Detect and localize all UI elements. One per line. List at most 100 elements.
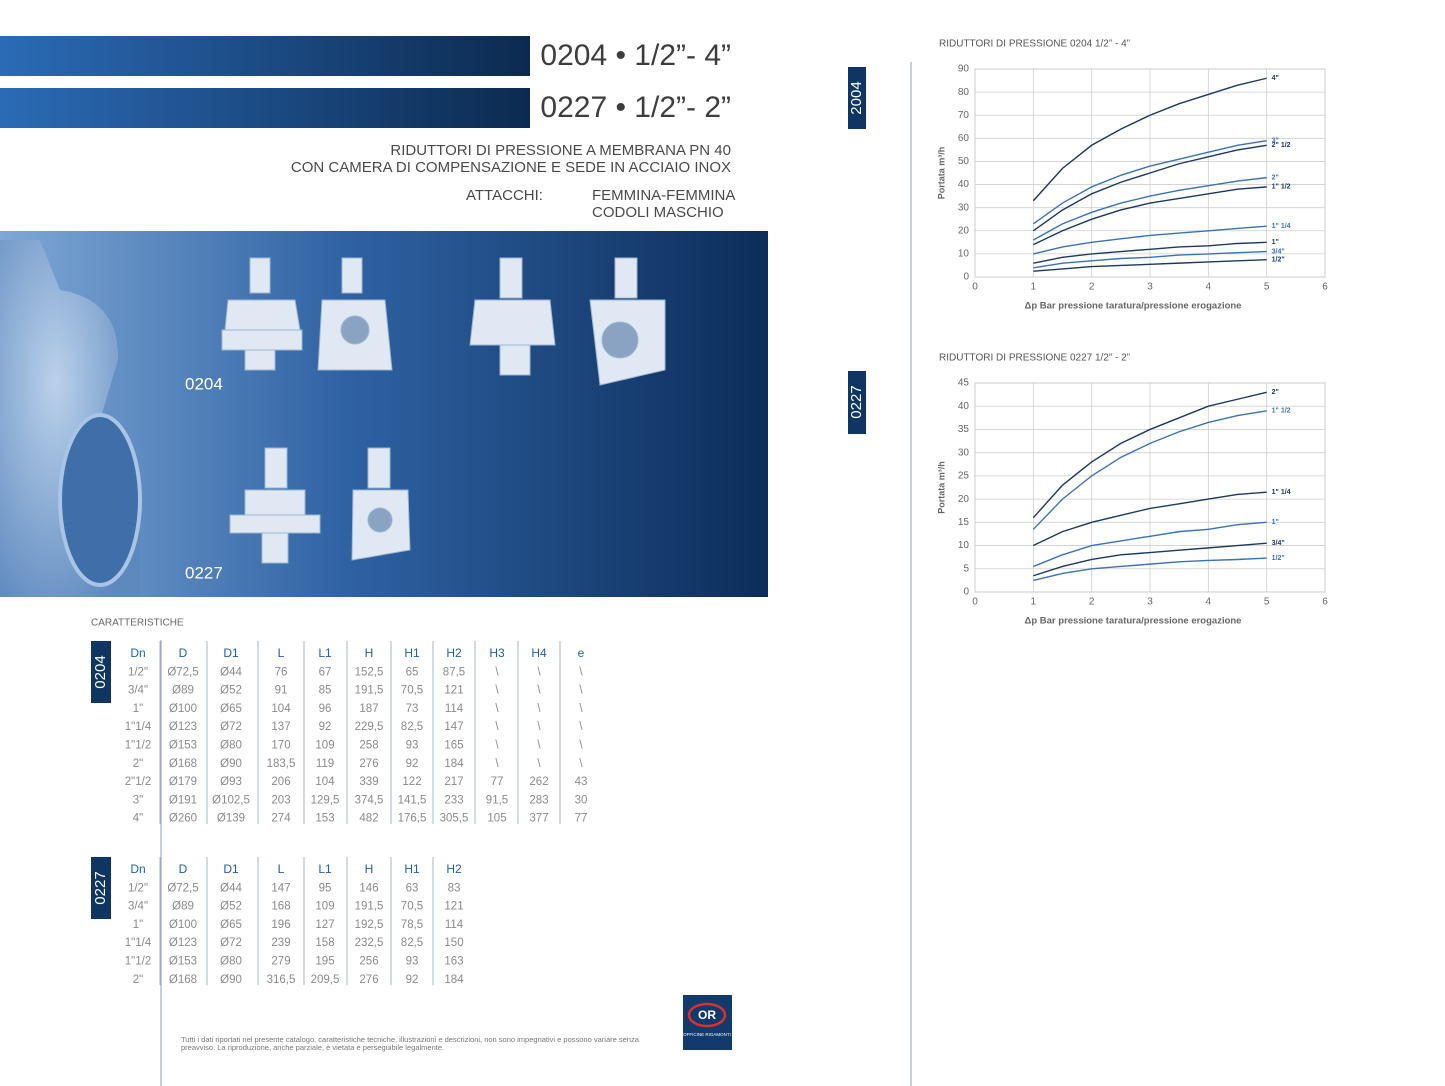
table-cell: 163 (444, 956, 463, 968)
column-header: D1 (223, 862, 239, 876)
table-cell: 146 (359, 882, 378, 894)
table-cell: Ø72 (220, 937, 242, 949)
column-header: H4 (531, 646, 547, 660)
table-cell: 239 (271, 937, 290, 949)
column-header: H1 (404, 646, 420, 660)
table-cell: 65 (406, 666, 419, 678)
column-header: H3 (489, 646, 505, 660)
table-cell: 184 (444, 974, 464, 986)
series-label: 1/2" (1272, 257, 1285, 264)
table-cell: \ (495, 721, 499, 733)
table-cell: 184 (444, 758, 464, 770)
y-tick-label: 40 (958, 401, 970, 412)
table-cell: \ (579, 666, 583, 678)
table-cell: 217 (444, 776, 463, 788)
y-tick-label: 15 (958, 517, 970, 528)
table-cell: Ø153 (169, 740, 197, 752)
table-cell: 377 (529, 813, 548, 825)
y-tick-label: 5 (963, 563, 969, 574)
table-cell: 78,5 (401, 919, 423, 931)
table-cell: 316,5 (267, 974, 296, 986)
series-line (1033, 258, 1267, 272)
table-cell: Ø89 (172, 901, 194, 913)
table-cell: 183,5 (267, 758, 296, 770)
table-cell: 122 (402, 776, 421, 788)
table-cell: 262 (529, 776, 548, 788)
table-cell: 1"1/4 (125, 721, 152, 733)
table-cell: 2" (133, 758, 143, 770)
series-line (1032, 391, 1267, 519)
x-tick-label: 4 (1206, 597, 1212, 608)
table-cell: 43 (575, 776, 588, 788)
column-header: L (278, 646, 285, 660)
table-cell: 92 (406, 974, 419, 986)
table-cell: 2" (133, 974, 143, 986)
y-tick-label: 45 (958, 378, 970, 389)
table-cell: 82,5 (401, 937, 423, 949)
table-cell: 176,5 (398, 813, 427, 825)
series-line (1032, 139, 1267, 225)
table-cell: Ø80 (220, 740, 242, 752)
table-cell: 147 (444, 721, 463, 733)
table-cell: 147 (271, 882, 290, 894)
table-tab-label: 0204 (92, 655, 109, 688)
table-cell: 233 (444, 794, 463, 806)
y-tick-label: 30 (958, 447, 970, 458)
table-cell: 92 (319, 721, 332, 733)
table-cell: \ (495, 666, 499, 678)
series-label: 2" (1272, 174, 1279, 181)
series-line (1033, 521, 1267, 568)
table-cell: \ (537, 758, 541, 770)
table-cell: 276 (359, 758, 378, 770)
series-label: 1/2" (1272, 555, 1285, 562)
table-cell: 1"1/4 (125, 937, 152, 949)
column-header: e (578, 646, 585, 660)
table-cell: 339 (359, 776, 378, 788)
table-cell: Ø260 (169, 813, 197, 825)
side-tab-label: 0227 (848, 385, 865, 418)
logo-brand: OFFICINE RIGAMONTI (683, 1032, 731, 1037)
table-cell: 276 (359, 974, 378, 986)
x-tick-label: 1 (1031, 282, 1037, 293)
column-header: H2 (446, 862, 462, 876)
table-cell: 195 (315, 956, 334, 968)
y-axis-label: Portata m³/h (936, 147, 946, 200)
table-cell: Ø65 (220, 919, 242, 931)
y-tick-label: 0 (963, 587, 969, 598)
column-header: H1 (404, 862, 420, 876)
table-cell: \ (537, 666, 541, 678)
table-cell: 104 (315, 776, 335, 788)
y-tick-label: 70 (958, 110, 970, 121)
table-cell: 96 (319, 703, 332, 715)
disclaimer: preavviso. La riproduzione, anche parzia… (181, 1043, 444, 1052)
table-cell: 2"1/2 (125, 776, 151, 788)
table-cell: 1"1/2 (125, 740, 151, 752)
y-tick-label: 10 (958, 249, 970, 260)
y-tick-label: 20 (958, 225, 970, 236)
table-cell: Ø72,5 (167, 882, 198, 894)
column-header: H (365, 862, 374, 876)
table-cell: Ø90 (220, 974, 242, 986)
table-cell: 76 (275, 666, 288, 678)
table-cell: 109 (315, 901, 334, 913)
x-tick-label: 3 (1147, 282, 1153, 293)
table-cell: 30 (575, 794, 588, 806)
table-cell: Ø80 (220, 956, 242, 968)
y-tick-label: 50 (958, 156, 970, 167)
table-cell: 109 (315, 740, 334, 752)
series-line (1033, 542, 1267, 577)
table-cell: 70,5 (401, 901, 423, 913)
series-line (1033, 241, 1267, 264)
table-cell: 168 (271, 901, 290, 913)
table-cell: Ø191 (169, 794, 197, 806)
table-cell: Ø65 (220, 703, 242, 715)
table-cell: 170 (271, 740, 290, 752)
table-cell: 73 (406, 703, 419, 715)
table-cell: 258 (359, 740, 378, 752)
title: 0227 • 1/2”- 2” (540, 91, 731, 124)
table-cell: 119 (316, 758, 334, 770)
table-tab (91, 857, 111, 919)
subtitle: CON CAMERA DI COMPENSAZIONE E SEDE IN AC… (291, 159, 731, 176)
title-bar (0, 36, 530, 76)
table-cell: 67 (319, 666, 332, 678)
